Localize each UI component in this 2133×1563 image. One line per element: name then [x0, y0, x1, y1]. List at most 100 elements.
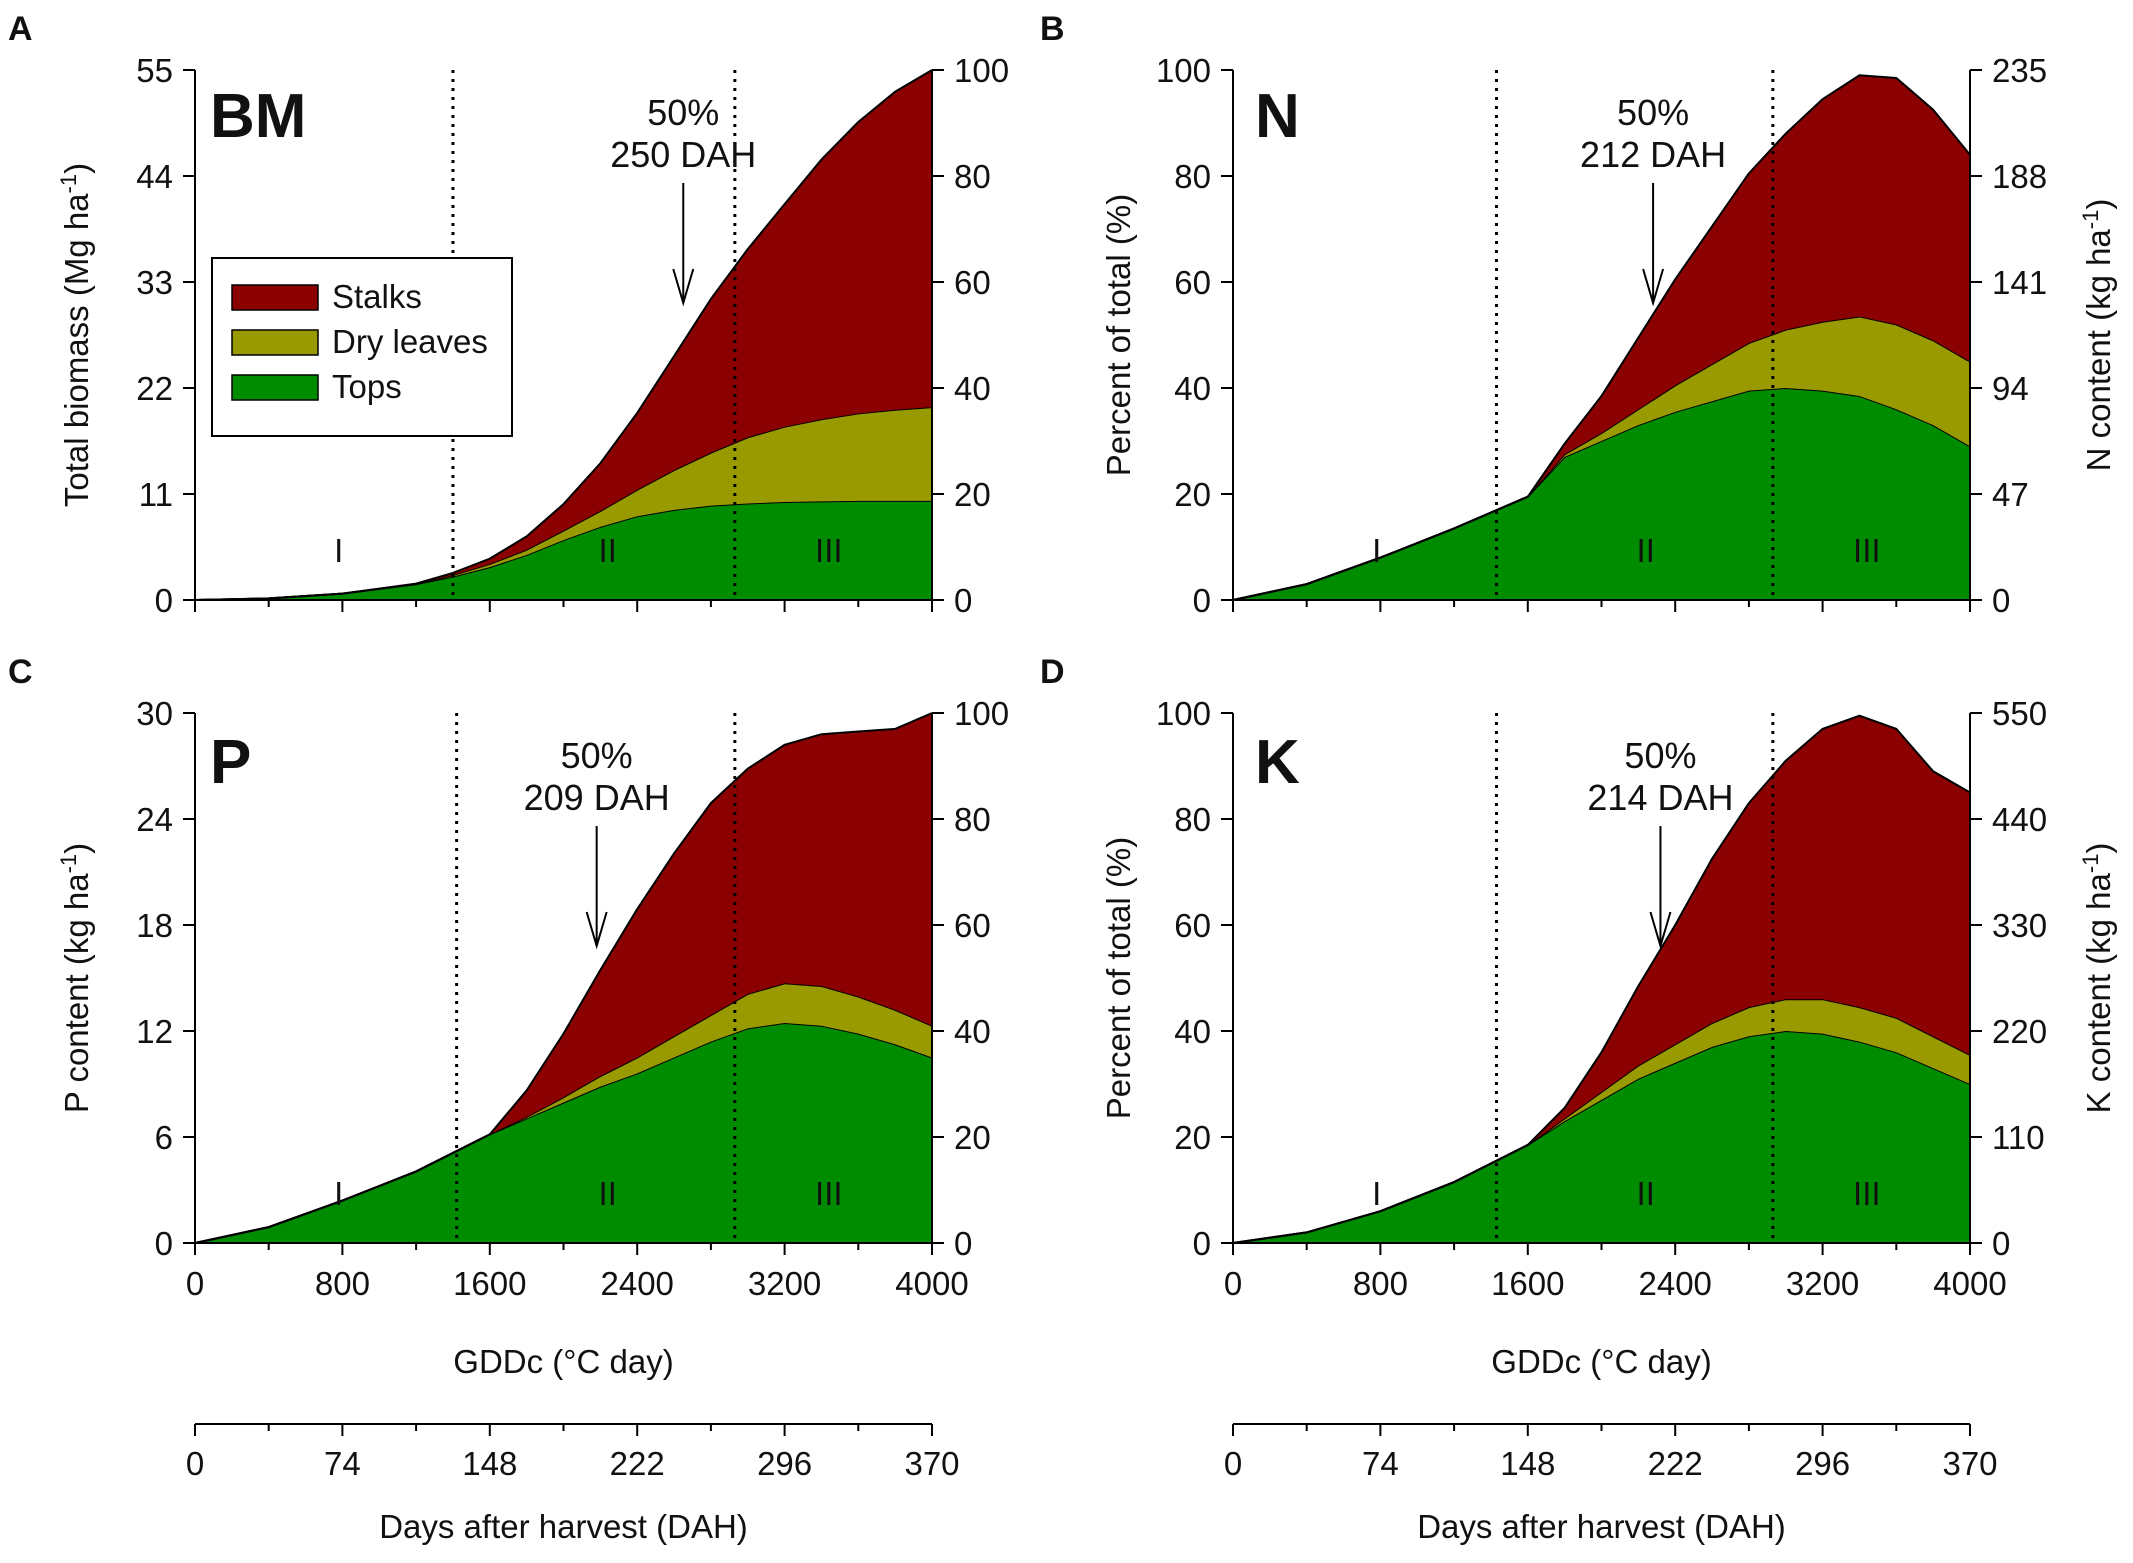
y-left-tick-label: 0 [1193, 582, 1211, 619]
x-tick-label: 2400 [600, 1265, 673, 1302]
y-left-axis-title: Percent of total (%) [1100, 837, 1137, 1119]
y-right-tick-label: 220 [1992, 1013, 2047, 1050]
x-axis-title: GDDc (°C day) [1491, 1343, 1711, 1380]
y-right-tick-label: 40 [954, 1013, 991, 1050]
annotation-percent: 50% [647, 92, 719, 133]
y-left-axis-title: P content (kg ha-1) [56, 843, 95, 1113]
y-left-tick-label: 0 [1193, 1225, 1211, 1262]
panel-letter: B [1040, 10, 1065, 48]
y-left-axis-title-close: ) [58, 163, 95, 174]
y-right-tick-label: 0 [1992, 1225, 2010, 1262]
stalks-area [195, 713, 932, 1243]
dah-tick-label: 296 [1795, 1445, 1850, 1482]
dry-leaves-area [195, 407, 932, 600]
y-right-axis-title: N content (kg ha-1) [2078, 199, 2117, 472]
y-left-tick-label: 11 [139, 476, 173, 513]
y-right-tick-label: 80 [954, 158, 991, 195]
legend-label: Stalks [332, 278, 422, 315]
dah-tick-label: 370 [1942, 1445, 1997, 1482]
annotation-percent: 50% [1624, 735, 1696, 776]
annotation-arrow-head [1649, 911, 1672, 950]
region-label-ii: II [1637, 532, 1655, 569]
dah-tick-label: 74 [324, 1445, 361, 1482]
tops-area [195, 500, 932, 600]
y-right-tick-label: 94 [1992, 370, 2029, 407]
panel-a: 0 11 22 33 44 55 0 20 40 60 80 100 Total biomass (Mg… [8, 10, 1009, 619]
dah-axis-title: Days after harvest (DAH) [1417, 1508, 1786, 1545]
dah-tick-label: 296 [757, 1445, 812, 1482]
stalks-boundary-line [194, 69, 933, 601]
y-right-tick-label: 100 [954, 52, 1009, 89]
y-left-tick-label: 60 [1174, 264, 1211, 301]
y-left-tick-label: 20 [1174, 1119, 1211, 1156]
y-right-tick-label: 141 [1992, 264, 2047, 301]
dah-tick-label: 0 [1224, 1445, 1242, 1482]
region-label-i: I [334, 1175, 343, 1212]
region-label-i: I [1372, 1175, 1381, 1212]
x-axis-title: GDDc (°C day) [453, 1343, 673, 1380]
x-tick-label: 800 [315, 1265, 370, 1302]
panel-big-label: N [1255, 82, 1300, 151]
stalks-boundary-line [1232, 74, 1971, 601]
y-right-tick-label: 20 [954, 476, 991, 513]
dah-tick-label: 148 [1500, 1445, 1555, 1482]
annotation-dah: 250 DAH [610, 134, 756, 175]
region-label-ii: II [599, 1175, 617, 1212]
annotation-dah: 212 DAH [1580, 134, 1726, 175]
panel-big-label: K [1255, 728, 1300, 797]
panel-d: 0 20 40 60 80 100 0 110 220 330 440 550 0 800 1600 2400… [1040, 653, 2117, 1545]
y-left-axis-title: Percent of total (%) [1100, 194, 1137, 476]
y-right-tick-label: 235 [1992, 52, 2047, 89]
y-right-tick-label: 47 [1992, 476, 2029, 513]
y-right-tick-label: 0 [954, 1225, 972, 1262]
y-right-axis-title-text: N content (kg ha [2080, 229, 2117, 472]
y-right-tick-label: 188 [1992, 158, 2047, 195]
panel-big-label: P [210, 728, 251, 797]
annotation-arrow-head [672, 268, 695, 307]
region-label-ii: II [599, 532, 617, 569]
region-label-iii: III [815, 532, 843, 569]
y-right-tick-label: 550 [1992, 695, 2047, 732]
dah-tick-label: 0 [186, 1445, 204, 1482]
stalks-area [1233, 75, 1970, 601]
legend: Stalks Dry leaves Tops [211, 257, 513, 437]
y-left-axis-title-text: P content (kg ha [58, 873, 95, 1113]
y-right-axis-title-close: ) [2080, 199, 2117, 210]
y-right-tick-label: 40 [954, 370, 991, 407]
y-right-tick-label: 60 [954, 264, 991, 301]
y-right-tick-label: 60 [954, 907, 991, 944]
y-left-tick-label: 100 [1156, 52, 1211, 89]
x-tick-label: 0 [1224, 1265, 1242, 1302]
y-left-axis-title-text: Percent of total (%) [1100, 194, 1137, 476]
region-label-iii: III [1853, 1175, 1881, 1212]
y-right-tick-label: 100 [954, 695, 1009, 732]
x-tick-label: 0 [186, 1265, 204, 1302]
y-right-axis-title-sup: -1 [2078, 854, 2103, 874]
legend-label: Dry leaves [332, 323, 488, 360]
y-left-tick-label: 80 [1174, 158, 1211, 195]
region-label-iii: III [1853, 532, 1881, 569]
y-left-tick-label: 80 [1174, 801, 1211, 838]
y-left-axis-title-text: Total biomass (Mg ha [58, 193, 95, 507]
dah-tick-label: 222 [1648, 1445, 1703, 1482]
legend-swatch-stalks [231, 284, 319, 311]
y-left-tick-label: 6 [155, 1119, 173, 1156]
dah-tick-label: 148 [462, 1445, 517, 1482]
y-left-axis-title: Total biomass (Mg ha-1) [56, 163, 95, 507]
y-left-tick-label: 0 [155, 1225, 173, 1262]
y-left-tick-label: 40 [1174, 1013, 1211, 1050]
y-right-axis-title: K content (kg ha-1) [2078, 843, 2117, 1114]
x-tick-label: 3200 [748, 1265, 821, 1302]
x-tick-label: 1600 [453, 1265, 526, 1302]
annotation-percent: 50% [561, 735, 633, 776]
tops-area [195, 1023, 932, 1243]
y-left-tick-label: 100 [1156, 695, 1211, 732]
region-label-i: I [1372, 532, 1381, 569]
y-left-tick-label: 55 [136, 52, 173, 89]
x-tick-label: 4000 [895, 1265, 968, 1302]
panel-c: 0 6 12 18 24 30 0 20 40 60 80 100 0 800 1600 2400 3200 40… [8, 653, 1009, 1545]
annotation-dah: 214 DAH [1587, 777, 1733, 818]
x-tick-label: 1600 [1491, 1265, 1564, 1302]
stalks-boundary-line [1232, 714, 1971, 1244]
annotation-dah: 209 DAH [524, 777, 670, 818]
